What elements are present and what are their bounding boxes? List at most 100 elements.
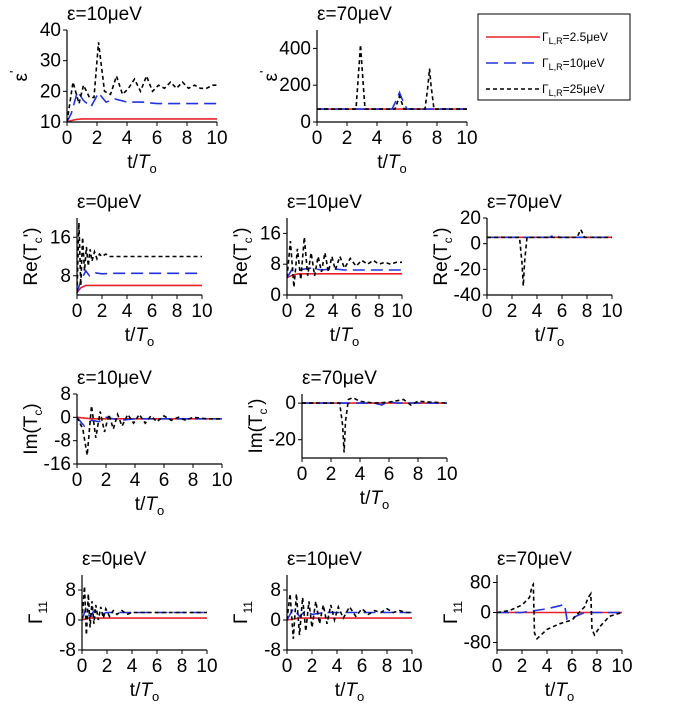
panel-title: ε=70μeV: [302, 368, 377, 389]
y-tick-label: 0: [65, 610, 76, 631]
panel-title: ε=10μeV: [77, 368, 152, 389]
x-tick-label: 2: [326, 464, 337, 485]
series-line-black: [82, 586, 207, 636]
x-tick-label: 8: [592, 656, 603, 677]
y-axis-label: ε': [257, 71, 282, 82]
y-tick-label: 30: [40, 51, 61, 72]
x-tick-label: 6: [159, 470, 170, 491]
legend: ΓL,R=2.5μeV ΓL,R=10μeV ΓL,R=25μeV: [477, 13, 631, 101]
legend-label: ΓL,R=2.5μeV: [542, 30, 608, 46]
x-tick-label: 4: [332, 656, 343, 677]
series-line-black: [302, 396, 448, 453]
x-tick-label: 6: [557, 301, 568, 322]
series-line-black: [77, 222, 202, 293]
x-tick-label: 2: [517, 656, 528, 677]
y-tick-label: 0: [60, 407, 71, 428]
x-tick-label: 2: [507, 301, 518, 322]
x-tick-label: 6: [357, 656, 368, 677]
x-tick-label: 6: [152, 128, 163, 149]
x-axis-label: t/To: [135, 494, 164, 518]
series-line-black: [67, 42, 217, 123]
series-line-blue: [497, 603, 622, 621]
series-line-blue: [77, 416, 222, 428]
x-tick-label: 6: [147, 301, 158, 322]
y-tick-label: 0: [285, 393, 296, 414]
x-tick-label: 8: [413, 464, 424, 485]
legend-label: ΓL,R=25μeV: [542, 82, 605, 98]
x-tick-label: 4: [122, 128, 133, 149]
x-axis-label: t/To: [377, 152, 406, 176]
x-tick-label: 10: [401, 656, 422, 677]
x-tick-label: 8: [432, 128, 443, 149]
panel-title: ε=0μeV: [82, 549, 147, 570]
y-tick-label: 0: [470, 234, 481, 255]
series-line-blue: [67, 89, 217, 123]
x-tick-label: 8: [172, 301, 183, 322]
series-line-blue: [302, 400, 447, 406]
panel-title: ε=10μeV: [287, 549, 362, 570]
x-tick-label: 0: [72, 301, 83, 322]
x-tick-label: 8: [177, 656, 188, 677]
y-tick-label: 20: [460, 208, 481, 229]
x-tick-label: 2: [92, 128, 103, 149]
panel-title: ε=10μeV: [67, 4, 142, 25]
x-tick-label: 4: [122, 301, 133, 322]
x-tick-label: 2: [305, 301, 316, 322]
x-tick-label: 8: [382, 656, 393, 677]
y-axis-label: ε': [7, 71, 32, 82]
x-tick-label: 10: [601, 301, 622, 322]
series-line-blue: [317, 90, 467, 110]
series-line-red: [77, 284, 202, 294]
series-line-black: [317, 44, 467, 110]
y-tick-label: -20: [454, 259, 481, 280]
x-tick-label: 2: [97, 301, 108, 322]
series-line-red: [287, 617, 412, 621]
x-tick-label: 4: [127, 656, 138, 677]
y-tick-label: 200: [279, 75, 311, 96]
y-axis-label: Im(Tc): [21, 403, 45, 454]
x-tick-label: 8: [188, 470, 199, 491]
y-tick-label: 8: [270, 254, 281, 275]
x-tick-label: 6: [152, 656, 163, 677]
x-tick-label: 6: [351, 301, 362, 322]
x-tick-label: 10: [196, 656, 217, 677]
x-tick-label: 6: [384, 464, 395, 485]
series-line-blue: [287, 267, 402, 279]
y-tick-label: -8: [264, 640, 281, 661]
series-line-black: [497, 581, 623, 641]
x-tick-label: 0: [282, 656, 293, 677]
y-tick-label: 400: [279, 38, 311, 59]
x-axis-label: t/To: [125, 325, 154, 349]
x-axis-label: t/To: [360, 488, 389, 512]
x-tick-label: 10: [611, 656, 632, 677]
y-tick-label: -40: [454, 285, 481, 306]
y-axis-label: Re(Tc'): [21, 227, 45, 285]
x-tick-label: 0: [72, 470, 83, 491]
y-tick-label: -80: [464, 633, 491, 654]
y-axis-label: Γ11: [231, 601, 255, 624]
y-tick-label: -8: [59, 640, 76, 661]
x-tick-label: 0: [482, 301, 493, 322]
x-tick-label: 6: [567, 656, 578, 677]
y-tick-label: 80: [470, 573, 491, 594]
x-tick-label: 0: [312, 128, 323, 149]
x-tick-label: 2: [307, 656, 318, 677]
x-tick-label: 4: [130, 470, 141, 491]
y-axis-label: Im(Tc'): [246, 398, 270, 453]
x-tick-label: 4: [542, 656, 553, 677]
x-tick-label: 0: [282, 301, 293, 322]
y-tick-label: 8: [60, 384, 71, 405]
x-tick-label: 10: [436, 464, 457, 485]
x-tick-label: 2: [101, 470, 112, 491]
x-axis-label: t/To: [545, 680, 574, 704]
y-tick-label: -20: [269, 430, 296, 451]
series-line-red: [67, 118, 217, 123]
x-tick-label: 8: [374, 301, 385, 322]
